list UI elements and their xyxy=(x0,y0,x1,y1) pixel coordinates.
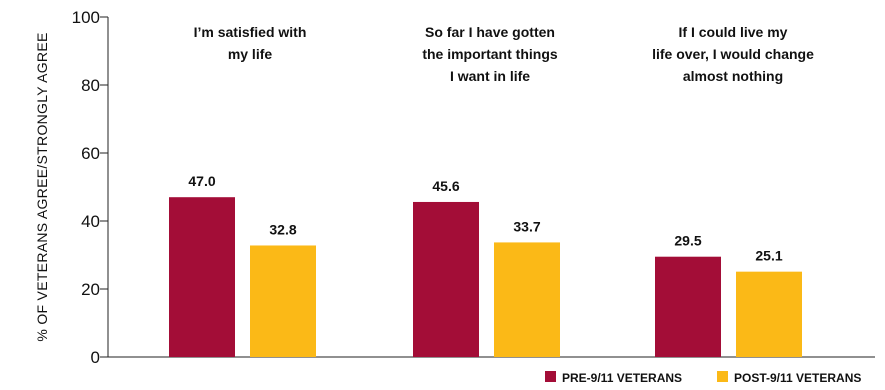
category-label: almost nothing xyxy=(683,68,783,84)
y-tick-label: 60 xyxy=(81,144,100,163)
category-label: my life xyxy=(228,46,273,62)
category-label: I’m satisfied with xyxy=(194,24,307,40)
legend-swatch xyxy=(717,371,728,382)
y-tick-label: 20 xyxy=(81,280,100,299)
data-label: 47.0 xyxy=(188,173,215,189)
bar xyxy=(413,201,479,357)
category-label: So far I have gotten xyxy=(425,24,555,40)
bar xyxy=(494,242,560,357)
y-tick-label: 80 xyxy=(81,76,100,95)
data-label: 33.7 xyxy=(513,218,540,234)
legend-label: POST-9/11 VETERANS xyxy=(734,371,861,385)
legend-swatch xyxy=(545,371,556,382)
data-label: 29.5 xyxy=(674,233,701,249)
bar xyxy=(736,271,802,357)
category-label: I want in life xyxy=(450,68,530,84)
bar xyxy=(169,197,235,357)
y-tick-label: 40 xyxy=(81,212,100,231)
legend-label: PRE-9/11 VETERANS xyxy=(562,371,682,385)
y-axis-title: % OF VETERANS AGREE/STRONGLY AGREE xyxy=(34,32,50,341)
data-label: 25.1 xyxy=(755,248,782,264)
category-label: If I could live my xyxy=(679,24,788,40)
category-label: life over, I would change xyxy=(652,46,814,62)
y-tick-label: 100 xyxy=(72,8,100,27)
data-label: 45.6 xyxy=(432,178,459,194)
category-label: the important things xyxy=(422,46,558,62)
data-label: 32.8 xyxy=(269,221,296,237)
bar xyxy=(250,245,316,357)
bar xyxy=(655,256,721,357)
y-tick-label: 0 xyxy=(91,348,100,367)
